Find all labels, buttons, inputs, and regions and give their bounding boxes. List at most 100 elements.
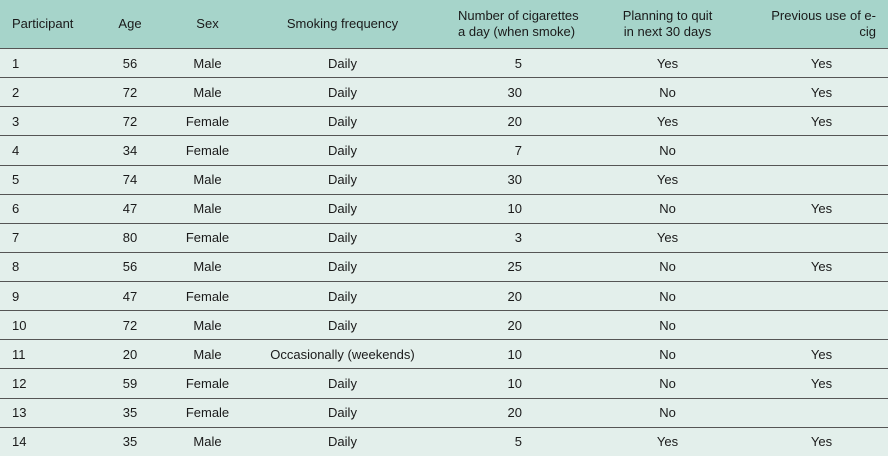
table-cell <box>755 397 888 428</box>
table-cell: Yes <box>755 193 888 224</box>
table-row: 4 34 Female Daily 7 No <box>0 135 888 165</box>
header-text: Sex <box>196 16 219 31</box>
table-cell: 7 <box>430 135 580 165</box>
table-cell: Yes <box>580 426 755 456</box>
table-cell: 5 <box>0 164 100 195</box>
table-cell: Daily <box>255 426 430 456</box>
table-row: 10 72 Male Daily 20 No <box>0 310 888 340</box>
table-cell: No <box>580 193 755 224</box>
table-cell: 9 <box>0 280 100 311</box>
table-cell: Male <box>160 47 255 78</box>
table-cell: No <box>580 135 755 165</box>
table-cell: Yes <box>755 339 888 369</box>
header-cell: Smoking frequency <box>255 0 430 49</box>
table-cell: Female <box>160 368 255 398</box>
header-row: Participant Age Sex Smoking frequency Number… <box>0 0 888 49</box>
table-cell: 3 <box>0 106 100 136</box>
table-cell: No <box>580 77 755 107</box>
table-cell: Daily <box>255 251 430 282</box>
table-cell: Yes <box>580 164 755 195</box>
table-cell: 25 <box>430 251 580 282</box>
table-cell: 14 <box>0 426 100 456</box>
table-cell: Daily <box>255 106 430 136</box>
table-row: 12 59 Female Daily 10 No Yes <box>0 368 888 398</box>
table-cell: 12 <box>0 368 100 398</box>
table-cell: Female <box>160 106 255 136</box>
table-cell: 10 <box>430 193 580 224</box>
table-cell: 3 <box>430 222 580 253</box>
table-cell: Female <box>160 280 255 311</box>
table-cell: 2 <box>0 77 100 107</box>
table-row: 7 80 Female Daily 3 Yes <box>0 222 888 253</box>
table-cell: 5 <box>430 426 580 456</box>
table-cell <box>755 310 888 340</box>
table-cell: 1 <box>0 47 100 78</box>
table-cell: Male <box>160 164 255 195</box>
table-cell: Daily <box>255 193 430 224</box>
table-cell: No <box>580 397 755 428</box>
table-row: 3 72 Female Daily 20 Yes Yes <box>0 106 888 136</box>
table-cell: 35 <box>100 426 160 456</box>
table-row: 5 74 Male Daily 30 Yes <box>0 164 888 195</box>
table-cell: 74 <box>100 164 160 195</box>
table-cell: Male <box>160 339 255 369</box>
table-cell: 30 <box>430 164 580 195</box>
table-row: 2 72 Male Daily 30 No Yes <box>0 77 888 107</box>
table-cell: Yes <box>755 426 888 456</box>
table-cell <box>755 222 888 253</box>
table-cell: Male <box>160 77 255 107</box>
table-cell: 13 <box>0 397 100 428</box>
table-cell: No <box>580 251 755 282</box>
header-cell: Number of cigarettes a day (when smoke) <box>430 0 580 49</box>
table-cell: 59 <box>100 368 160 398</box>
table-cell <box>755 135 888 165</box>
table-cell: No <box>580 280 755 311</box>
table-cell <box>755 164 888 195</box>
table-cell: Daily <box>255 77 430 107</box>
header-cell: Participant <box>0 0 100 49</box>
table-cell: Occasionally (weekends) <box>255 339 430 369</box>
table-cell: 5 <box>430 47 580 78</box>
table-cell: Daily <box>255 280 430 311</box>
table-cell: Female <box>160 135 255 165</box>
table-cell: 72 <box>100 106 160 136</box>
table-cell: 20 <box>430 280 580 311</box>
header-text: Smoking frequency <box>286 16 399 31</box>
header-cell: Sex <box>160 0 255 49</box>
table-cell: 72 <box>100 310 160 340</box>
table-cell: Daily <box>255 47 430 78</box>
table-cell: Female <box>160 397 255 428</box>
header-text: Participant <box>12 16 74 31</box>
header-text: Age <box>118 16 142 31</box>
table-cell: 20 <box>430 106 580 136</box>
table-cell: Female <box>160 222 255 253</box>
table-row: 9 47 Female Daily 20 No <box>0 280 888 311</box>
table-cell: Yes <box>755 77 888 107</box>
table-cell: No <box>580 368 755 398</box>
table-cell: 47 <box>100 193 160 224</box>
table-cell: No <box>580 339 755 369</box>
header-text: Number of cigarettes <box>458 8 579 23</box>
table-cell: 10 <box>430 368 580 398</box>
table-cell: Yes <box>755 251 888 282</box>
table-cell: 72 <box>100 77 160 107</box>
table-cell: 56 <box>100 251 160 282</box>
table-cell: Male <box>160 426 255 456</box>
table-cell: Yes <box>755 368 888 398</box>
table-cell: 34 <box>100 135 160 165</box>
table-cell: 80 <box>100 222 160 253</box>
table-cell: 56 <box>100 47 160 78</box>
header-cell: Planning to quit in next 30 days <box>580 0 755 49</box>
table-cell: 6 <box>0 193 100 224</box>
table-cell: Daily <box>255 135 430 165</box>
table-cell: Male <box>160 251 255 282</box>
table-cell: Yes <box>580 106 755 136</box>
table-cell: Male <box>160 193 255 224</box>
table-cell <box>755 280 888 311</box>
header-cell: Previous use of e-cig <box>755 0 888 49</box>
table-body: 1 56 Male Daily 5 Yes Yes 2 72 Male Daily 30 No Yes 3 7… <box>0 47 888 456</box>
table-cell: Daily <box>255 397 430 428</box>
table-cell: 35 <box>100 397 160 428</box>
table-row: 1 56 Male Daily 5 Yes Yes <box>0 47 888 78</box>
